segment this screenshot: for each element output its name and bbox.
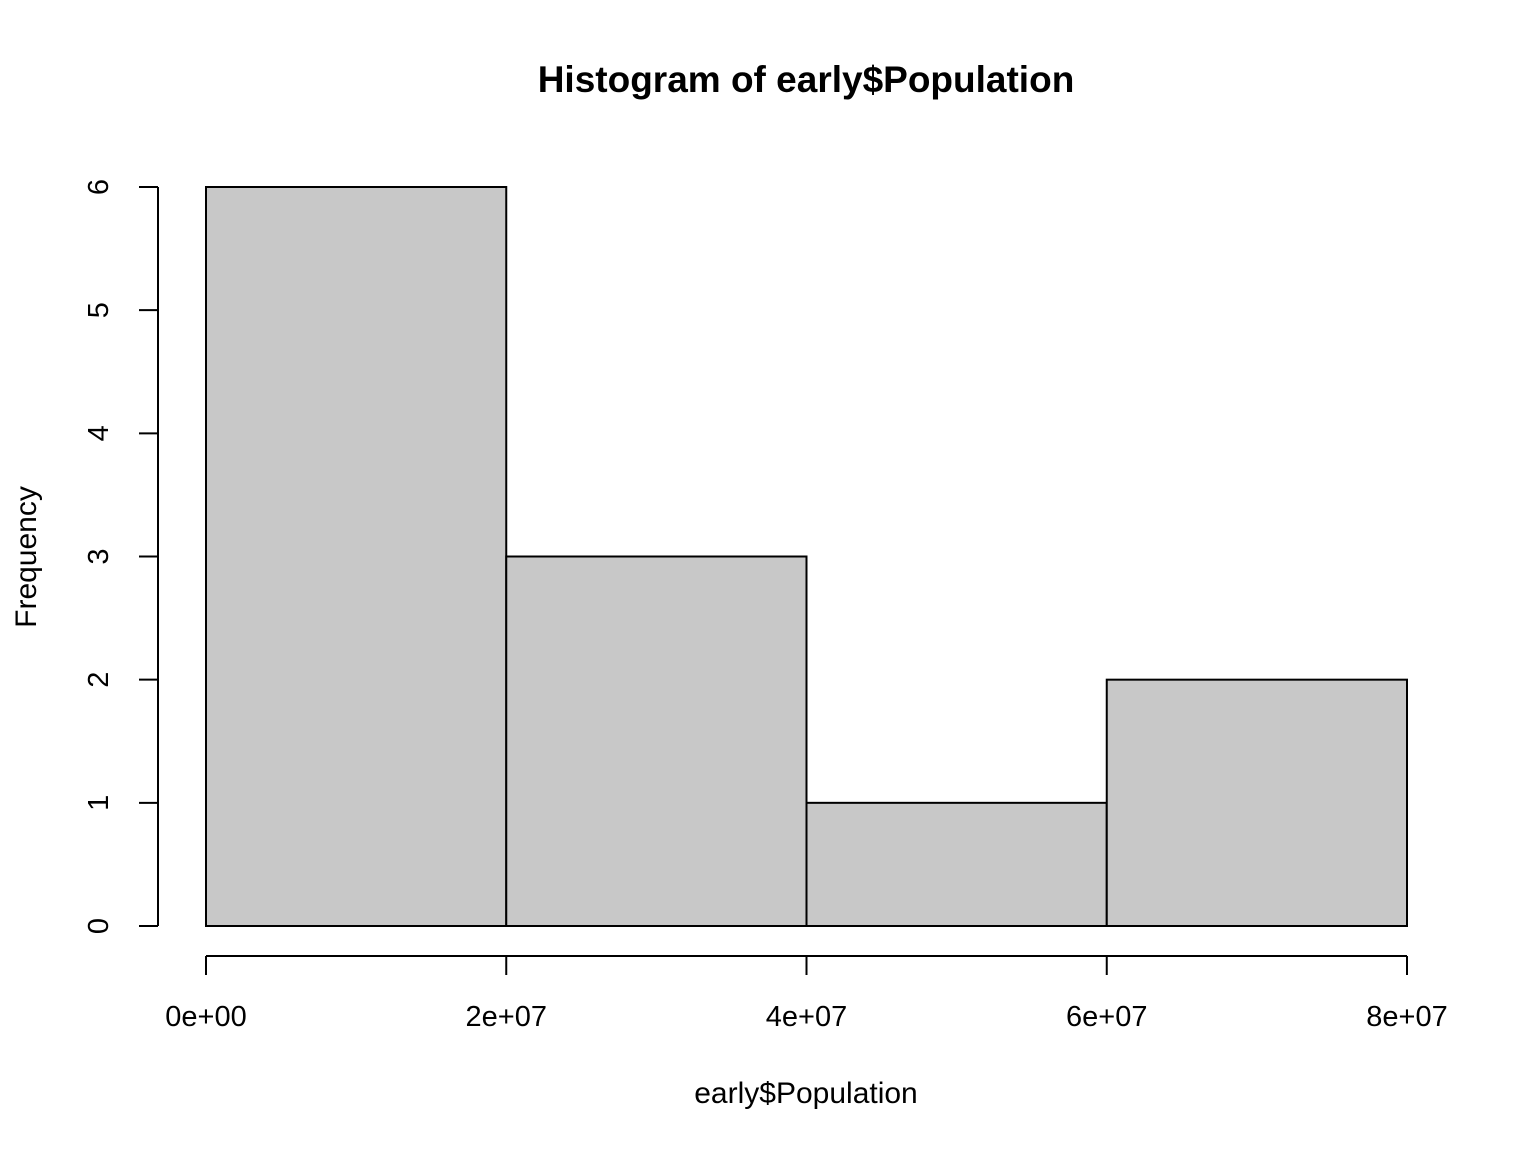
y-tick-label-2: 2 <box>83 672 115 688</box>
y-axis: 0 1 2 3 4 5 6 <box>83 179 159 934</box>
y-tick-label-5: 5 <box>83 302 115 318</box>
bars-group <box>205 186 1408 928</box>
histogram-bar-3 <box>1105 678 1408 928</box>
x-axis-label: early$Population <box>694 1077 918 1110</box>
histogram-bar-2 <box>805 801 1108 927</box>
x-tick-label-0: 0e+00 <box>165 1001 246 1033</box>
y-tick-label-4: 4 <box>83 425 115 441</box>
y-tick-label-6: 6 <box>83 179 115 195</box>
x-tick-label-1: 2e+07 <box>466 1001 547 1033</box>
histogram-bar-0 <box>205 186 508 927</box>
x-tick-label-2: 4e+07 <box>766 1001 847 1033</box>
x-tick-label-3: 6e+07 <box>1066 1001 1147 1033</box>
y-tick-label-0: 0 <box>83 918 115 934</box>
x-axis: 0e+00 2e+07 4e+07 6e+07 8e+07 <box>165 955 1448 1033</box>
y-axis-label: Frequency <box>10 486 43 628</box>
y-tick-label-1: 1 <box>83 795 115 811</box>
x-tick-label-4: 8e+07 <box>1366 1001 1447 1033</box>
chart-title: Histogram of early$Population <box>538 59 1075 100</box>
y-tick-label-3: 3 <box>83 548 115 564</box>
histogram-bar-1 <box>505 555 808 927</box>
